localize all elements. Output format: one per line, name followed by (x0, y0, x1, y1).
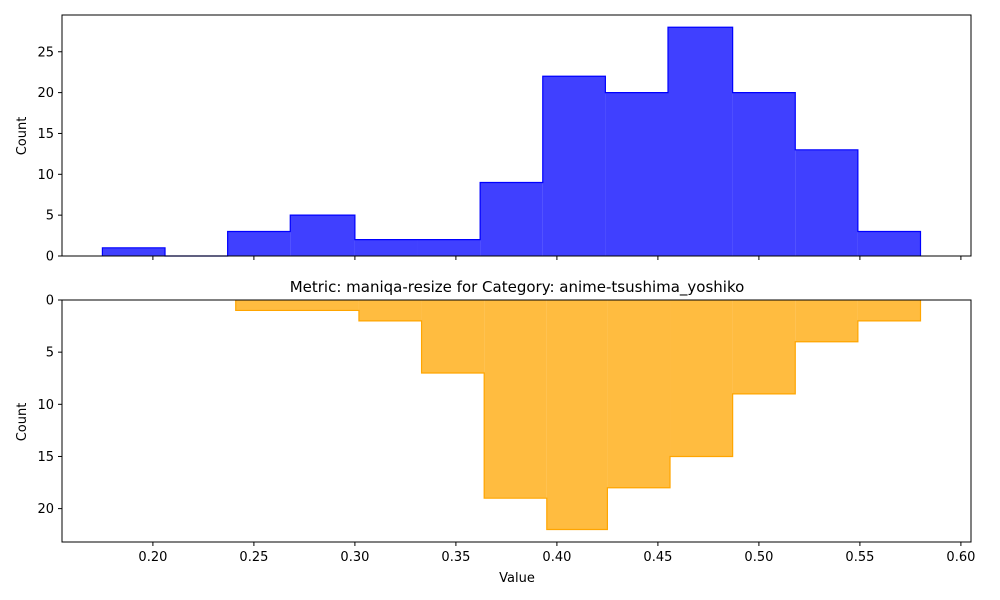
bottom-histogram-bar (607, 300, 671, 488)
bottom-x-tick-label: 0.45 (643, 550, 672, 565)
top-histogram-bar (668, 27, 733, 256)
bottom-y-axis-label: Count (15, 403, 30, 442)
bottom-x-tick-label: 0.40 (542, 550, 571, 565)
bottom-x-tick-label: 0.20 (138, 550, 167, 565)
bottom-histogram-bar (857, 300, 921, 321)
bottom-y-tick-label: 5 (46, 346, 54, 361)
top-y-tick-label: 15 (37, 127, 54, 142)
bottom-histogram-bar (795, 300, 858, 342)
bottom-histogram-bar (546, 300, 608, 530)
bottom-chart-title: Metric: maniqa-resize for Category: anim… (290, 278, 745, 297)
bottom-y-tick-label: 0 (46, 294, 54, 309)
bottom-histogram-bar (235, 300, 359, 311)
top-histogram-bar (732, 92, 796, 256)
bottom-x-tick-label: 0.55 (845, 550, 874, 565)
top-histogram-bar (417, 239, 481, 256)
top-y-axis-label: Count (15, 117, 30, 156)
top-plot-frame (61, 14, 972, 257)
top-y-tick-label: 10 (37, 168, 54, 183)
top-histogram-bar (290, 215, 355, 256)
bottom-histogram-bar (484, 300, 547, 499)
bottom-plot-frame (61, 299, 972, 543)
bottom-x-tick-label: 0.60 (946, 550, 975, 565)
bottom-x-tick-label: 0.35 (441, 550, 470, 565)
bottom-x-tick-label: 0.30 (340, 550, 369, 565)
top-y-tick-label: 0 (46, 250, 54, 265)
bottom-y-tick-label: 20 (37, 502, 54, 517)
bottom-histogram-panel: Metric: maniqa-resize for Category: anim… (15, 278, 975, 586)
top-y-tick-label: 5 (46, 209, 54, 224)
bottom-histogram-bar (670, 300, 733, 457)
bottom-histogram-bar (421, 300, 485, 374)
bottom-histogram-bar (732, 300, 796, 394)
bottom-y-tick-label: 10 (37, 398, 54, 413)
bottom-histogram-bar (358, 300, 422, 321)
bottom-x-tick-label: 0.25 (239, 550, 268, 565)
top-histogram-panel: 0 5 10 15 20 25 Count (15, 14, 972, 265)
top-histogram-bar (795, 149, 858, 256)
bottom-histogram-outline (235, 300, 922, 531)
top-y-tick-label: 25 (37, 45, 54, 60)
top-histogram-bar (857, 231, 921, 256)
top-histogram-bar (354, 239, 418, 256)
top-histogram-bar (542, 76, 606, 257)
top-histogram-outline (101, 26, 922, 257)
top-histogram-bar (480, 182, 543, 256)
top-histogram-bar (102, 247, 166, 256)
bottom-x-axis-label: Value (499, 571, 535, 586)
top-histogram-bar (605, 92, 668, 256)
top-histogram-bar (227, 231, 291, 256)
bottom-x-tick-label: 0.50 (744, 550, 773, 565)
top-y-tick-label: 20 (37, 86, 54, 101)
bottom-y-tick-label: 15 (37, 450, 54, 465)
